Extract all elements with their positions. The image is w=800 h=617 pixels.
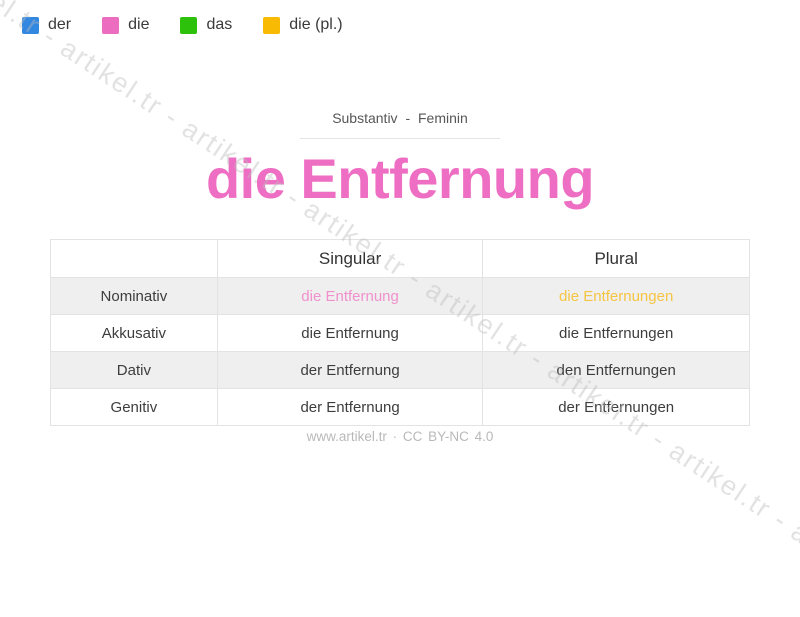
das-color-swatch (180, 16, 198, 34)
legend-label-das: das (206, 16, 233, 33)
empty-header-cell (50, 239, 218, 278)
plural-column-header: Plural (482, 239, 750, 278)
declension-table: Singular Plural Nominativ die Entfernung… (50, 239, 750, 426)
dativ-plural-value: den Entfernungen (482, 351, 750, 389)
table-row-dativ: Dativ der Entfernung den Entfernungen (50, 351, 750, 389)
der-color-swatch (22, 16, 39, 34)
legend-label-der: der (48, 16, 72, 33)
legend-item-die-plural: die (pl.) (263, 16, 343, 34)
legend-label-die: die (128, 16, 150, 33)
table-row-genitiv: Genitiv der Entfernung der Entfernungen (50, 388, 750, 426)
attribution-footer: www.artikel.tr · CC BY-NC 4.0 (306, 429, 494, 444)
legend-item-der: der (22, 16, 71, 34)
dativ-singular-value: der Entfernung (216, 351, 484, 389)
die-plural-color-swatch (263, 16, 281, 34)
article-color-legend: der die das die (pl.) (22, 16, 374, 34)
genitiv-plural-value: der Entfernungen (482, 388, 750, 426)
nominativ-plural-value: die Entfernungen (482, 277, 750, 315)
die-color-swatch (102, 16, 120, 34)
singular-column-header: Singular (216, 239, 484, 278)
genitiv-singular-value: der Entfernung (216, 388, 484, 426)
nominativ-singular-value: die Entfernung (216, 277, 484, 315)
legend-item-das: das (180, 16, 232, 34)
page-title: die Entfernung (205, 147, 595, 210)
akkusativ-plural-value: die Entfernungen (482, 314, 750, 352)
case-label-dativ: Dativ (50, 351, 218, 389)
case-label-genitiv: Genitiv (50, 388, 218, 426)
table-row-akkusativ: Akkusativ die Entfernung die Entfernunge… (50, 314, 750, 352)
case-label-akkusativ: Akkusativ (50, 314, 218, 352)
table-row-nominativ: Nominativ die Entfernung die Entfernunge… (50, 277, 750, 315)
legend-item-die: die (102, 16, 149, 34)
akkusativ-singular-value: die Entfernung (216, 314, 484, 352)
word-type-subtitle: Substantiv - Feminin (300, 110, 500, 139)
table-header-row: Singular Plural (50, 239, 750, 278)
case-label-nominativ: Nominativ (50, 277, 218, 315)
legend-label-die-plural: die (pl.) (289, 16, 343, 33)
